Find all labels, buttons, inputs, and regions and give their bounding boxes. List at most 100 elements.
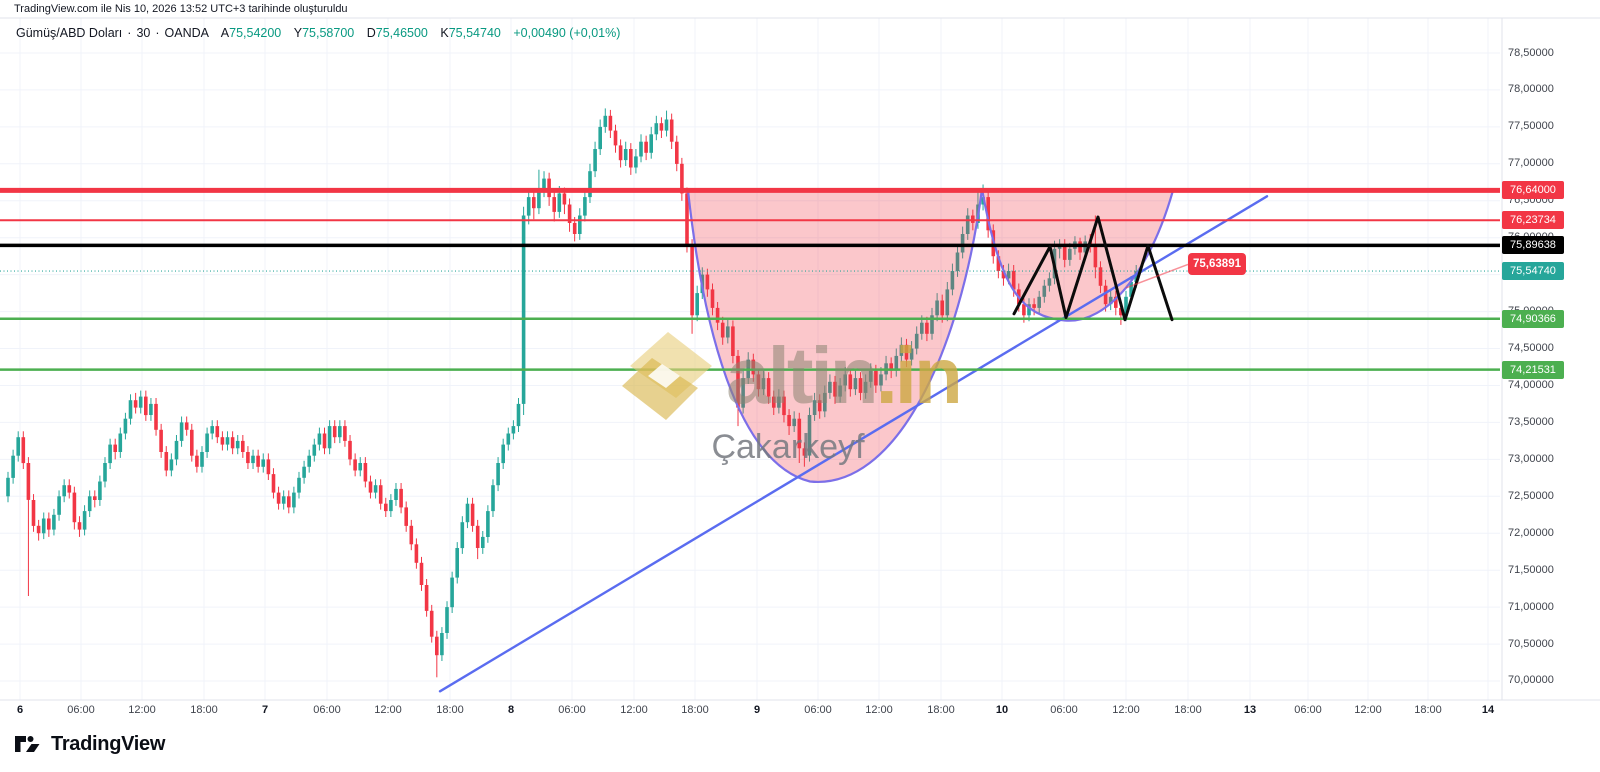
- candle-body: [562, 193, 567, 205]
- candle-body: [138, 396, 143, 408]
- candle-body: [1062, 245, 1067, 260]
- candle-body: [675, 141, 679, 164]
- price-axis-label: 74,50000: [1508, 342, 1554, 354]
- candle-body: [567, 204, 572, 223]
- candle-body: [108, 444, 112, 464]
- candle-body: [792, 418, 796, 427]
- candle-body: [858, 378, 863, 393]
- candle-body: [67, 485, 72, 493]
- price-axis-label: 71,00000: [1508, 601, 1554, 613]
- open-value: 75,54200: [229, 26, 282, 40]
- candle-body: [542, 178, 546, 190]
- price-axis-label: 78,50000: [1508, 47, 1554, 59]
- trendline-drawing[interactable]: [438, 195, 1269, 693]
- cup-curve-right[interactable]: [980, 188, 1175, 322]
- candle-body: [200, 452, 204, 467]
- price-level-badge: 74,21531: [1502, 361, 1564, 379]
- candle-body: [572, 222, 577, 234]
- open-prefix: A: [220, 26, 230, 40]
- candle-body: [149, 403, 153, 415]
- time-axis-label: 9: [753, 704, 761, 716]
- candle-body: [246, 452, 250, 464]
- candle-body: [470, 503, 475, 526]
- candle-body: [292, 492, 296, 508]
- candle-body: [455, 548, 459, 578]
- time-axis-label: 12:00: [620, 704, 648, 716]
- candle-body: [1032, 304, 1036, 308]
- symbol-legend[interactable]: Gümüş/ABD Doları · 30 · OANDA A75,54200 Y75,…: [16, 26, 621, 40]
- symbol-title[interactable]: Gümüş/ABD Doları: [16, 26, 123, 40]
- attribution-text: TradingView.com ile Nis 10, 2026 13:52 U…: [14, 3, 348, 15]
- candle-body: [1001, 271, 1006, 279]
- candle-body: [419, 562, 424, 585]
- candle-body: [909, 348, 914, 360]
- price-axis-label: 70,50000: [1508, 638, 1554, 650]
- candle-body: [669, 119, 674, 142]
- candle-body: [1068, 248, 1072, 260]
- candle-body: [1114, 296, 1118, 308]
- candle-body: [358, 463, 362, 471]
- time-axis-label: 06:00: [313, 704, 341, 716]
- candle-body: [210, 426, 214, 434]
- candle-body: [578, 215, 582, 234]
- tooltip-pointer-line: [1125, 263, 1189, 289]
- tradingview-logo-text[interactable]: TradingView: [51, 732, 166, 755]
- time-axis-label: 12:00: [1112, 704, 1140, 716]
- candle-body: [782, 396, 786, 416]
- candle-body: [414, 544, 419, 563]
- change-value: +0,00490 (+0,01%): [513, 26, 621, 40]
- candle-body: [215, 426, 220, 438]
- candle-body: [766, 378, 771, 397]
- candle-body: [62, 485, 66, 497]
- interval-label[interactable]: 30: [136, 26, 151, 40]
- price-level-badge: 75,89638: [1502, 236, 1564, 254]
- candle-body: [486, 511, 490, 537]
- candle-body: [726, 326, 730, 338]
- candle-body: [603, 115, 608, 127]
- candle-body: [307, 455, 311, 467]
- candle-body: [128, 400, 133, 419]
- candle-body: [1119, 307, 1123, 316]
- candle-body: [368, 481, 373, 493]
- candle-body: [618, 145, 623, 161]
- candle-body: [276, 492, 281, 504]
- price-level-badge: 76,23734: [1502, 211, 1564, 229]
- candle-body: [593, 149, 597, 172]
- candle-body: [680, 163, 684, 194]
- candle-body: [1124, 296, 1128, 316]
- candle-body: [920, 322, 924, 334]
- candle-body: [950, 271, 955, 290]
- price-axis-label: 77,00000: [1508, 157, 1554, 169]
- price-axis-label: 78,00000: [1508, 83, 1554, 95]
- candle-body: [496, 463, 500, 486]
- candle-body: [435, 636, 439, 656]
- candle-body: [879, 374, 883, 386]
- time-axis-label: 18:00: [1174, 704, 1202, 716]
- candle-body: [807, 415, 812, 456]
- candle-body: [588, 171, 592, 198]
- time-axis-label: 18:00: [1414, 704, 1442, 716]
- time-axis-label: 13: [1243, 704, 1257, 716]
- candle-body: [634, 156, 638, 168]
- time-axis-label: 12:00: [374, 704, 402, 716]
- time-axis-label: 06:00: [1294, 704, 1322, 716]
- zigzag-drawing[interactable]: [1012, 215, 1174, 322]
- candle-body: [583, 197, 587, 216]
- time-axis-label: 8: [507, 704, 515, 716]
- candle-body: [664, 119, 669, 131]
- price-label-tooltip[interactable]: 75,63891: [1188, 253, 1246, 275]
- candle-body: [353, 459, 357, 471]
- candle-body: [935, 300, 939, 316]
- candle-body: [384, 503, 388, 512]
- candle-body: [144, 396, 148, 416]
- candle-body: [965, 215, 970, 234]
- candle-body: [828, 381, 832, 393]
- tradingview-logo-icon[interactable]: [14, 731, 41, 757]
- candle-body: [787, 415, 791, 427]
- time-axis-label: 18:00: [927, 704, 955, 716]
- candle-body: [751, 359, 756, 375]
- candle-body: [741, 378, 745, 408]
- candle-body: [914, 333, 919, 349]
- candle-body: [1011, 271, 1016, 290]
